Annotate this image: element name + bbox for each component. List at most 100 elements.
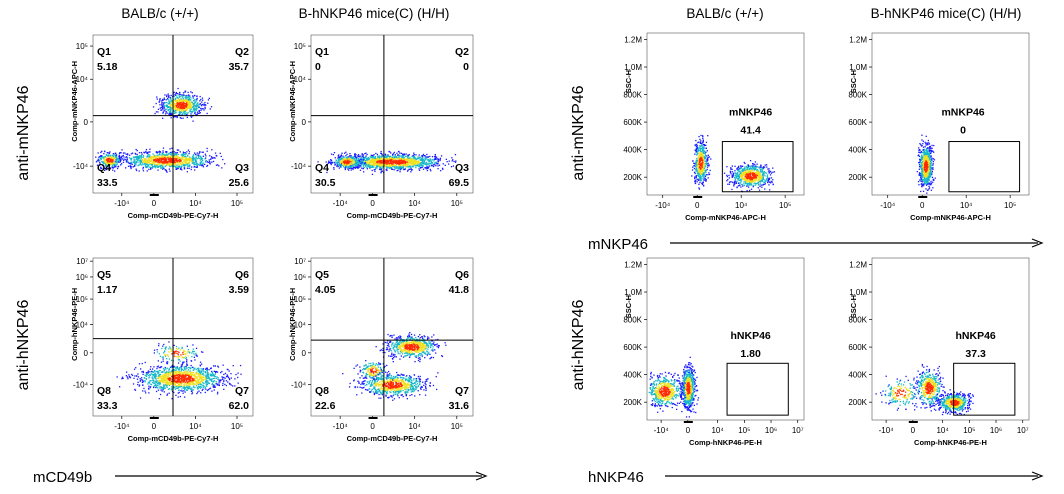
- event-dot: [172, 104, 175, 106]
- event-dot: [174, 97, 177, 99]
- event-dot: [397, 154, 399, 156]
- event-dot: [184, 384, 186, 387]
- event-dot: [418, 163, 421, 165]
- event-dot: [426, 159, 429, 161]
- event-dot: [137, 157, 139, 159]
- event-dot: [166, 383, 169, 385]
- event-dot: [170, 366, 173, 369]
- event-dot: [101, 161, 103, 164]
- event-dot: [192, 344, 194, 346]
- event-dot: [360, 158, 363, 160]
- event-dot: [355, 156, 357, 158]
- event-dot: [418, 162, 420, 164]
- event-dot: [209, 108, 211, 110]
- event-dot: [189, 384, 191, 386]
- event-dot: [156, 370, 158, 373]
- event-dot: [199, 377, 201, 379]
- event-dot: [206, 367, 208, 369]
- event-dot: [340, 158, 342, 161]
- event-dot: [180, 98, 182, 100]
- event-dot: [440, 155, 443, 157]
- plot-panel-q_m_balb: -10⁴ 0 10⁴ 10⁵-10⁴010⁴10⁵Comp-mCD49b-PE-Cy7…: [70, 34, 254, 220]
- event-dot: [180, 354, 182, 356]
- event-dot: [149, 163, 151, 166]
- event-dot: [410, 171, 412, 173]
- event-dot: [160, 386, 162, 388]
- event-dot: [354, 160, 357, 162]
- event-dot: [187, 101, 189, 103]
- event-dot: [112, 155, 114, 157]
- event-dot: [181, 390, 183, 392]
- event-dot: [144, 390, 146, 392]
- event-dot: [155, 102, 157, 105]
- event-dot: [358, 166, 360, 168]
- event-dot: [400, 163, 402, 165]
- event-dot: [200, 376, 202, 378]
- event-dot: [187, 105, 189, 107]
- event-dot: [226, 375, 229, 377]
- event-dot: [171, 158, 173, 160]
- event-dot: [125, 161, 128, 163]
- event-dot: [184, 155, 186, 157]
- event-dot: [184, 378, 186, 380]
- event-dot: [185, 164, 187, 166]
- event-dot: [339, 164, 341, 166]
- event-dot: [186, 377, 188, 379]
- event-dot: [357, 155, 359, 157]
- event-dot: [168, 153, 170, 155]
- event-dot: [169, 155, 171, 157]
- event-dot: [185, 157, 187, 159]
- event-dot: [401, 155, 403, 157]
- event-dot: [185, 352, 187, 355]
- event-dot: [426, 169, 429, 172]
- event-dot: [189, 374, 191, 376]
- event-dot: [164, 158, 167, 160]
- event-dot: [142, 166, 144, 169]
- event-dot: [168, 95, 170, 97]
- event-dot: [199, 163, 201, 165]
- event-dot: [158, 380, 161, 382]
- event-dot: [182, 362, 184, 365]
- event-dot: [118, 159, 121, 162]
- event-dot: [366, 166, 368, 169]
- event-dot: [189, 380, 191, 382]
- event-dot: [174, 383, 176, 385]
- event-dot: [157, 389, 160, 391]
- event-dot: [194, 160, 197, 163]
- event-dot: [344, 156, 346, 158]
- event-dot: [179, 107, 181, 109]
- event-dot: [332, 161, 334, 164]
- event-dot: [170, 378, 172, 380]
- event-dot: [129, 165, 131, 167]
- event-dot: [351, 165, 353, 167]
- event-dot: [147, 154, 149, 156]
- event-dot: [414, 160, 416, 162]
- event-dot: [172, 350, 175, 353]
- event-dot: [214, 157, 216, 159]
- event-dot: [137, 373, 139, 375]
- event-dot: [334, 157, 336, 159]
- event-dot: [161, 390, 163, 392]
- event-dot: [187, 348, 190, 351]
- event-dot: [154, 159, 156, 161]
- event-dot: [183, 104, 185, 107]
- event-dot: [197, 154, 199, 156]
- event-dot: [416, 158, 418, 160]
- event-dot: [192, 109, 194, 111]
- event-dot: [378, 156, 381, 158]
- event-dot: [173, 95, 175, 98]
- event-dot: [135, 161, 137, 164]
- event-dot: [186, 381, 189, 384]
- event-dot: [174, 109, 176, 111]
- quadrant-value-q1: 5.18: [97, 61, 118, 73]
- event-dot: [142, 390, 144, 392]
- event-dot: [357, 161, 359, 164]
- event-dot: [164, 381, 166, 383]
- event-dot: [197, 379, 200, 381]
- event-dot: [176, 102, 178, 104]
- event-dot: [171, 161, 173, 163]
- event-dot: [198, 386, 201, 388]
- quadrant-name-q8: Q8: [97, 385, 111, 397]
- event-dot: [400, 161, 402, 163]
- event-dot: [380, 155, 382, 157]
